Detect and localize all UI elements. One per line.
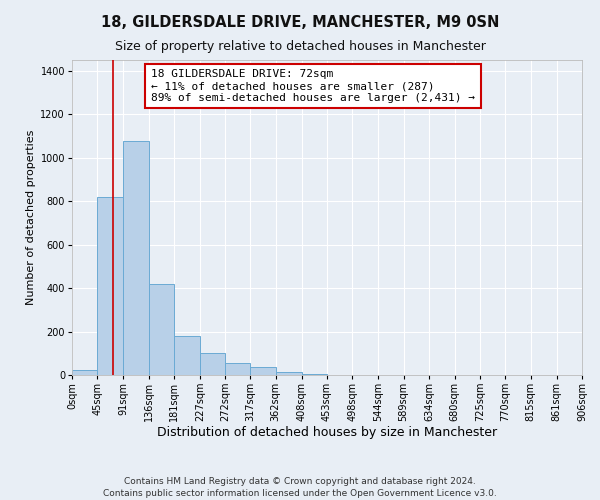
X-axis label: Distribution of detached houses by size in Manchester: Distribution of detached houses by size … (157, 426, 497, 438)
Text: 18 GILDERSDALE DRIVE: 72sqm
← 11% of detached houses are smaller (287)
89% of se: 18 GILDERSDALE DRIVE: 72sqm ← 11% of det… (151, 70, 475, 102)
Bar (225, 362, 250, 375)
Text: Size of property relative to detached houses in Manchester: Size of property relative to detached ho… (115, 40, 485, 53)
Bar (97, 197, 123, 375)
Bar (72, 370, 97, 375)
Y-axis label: Number of detached properties: Number of detached properties (26, 130, 36, 305)
Bar (123, 142, 149, 375)
Bar (200, 354, 225, 375)
Bar (250, 366, 276, 375)
Text: 18, GILDERSDALE DRIVE, MANCHESTER, M9 0SN: 18, GILDERSDALE DRIVE, MANCHESTER, M9 0S… (101, 15, 499, 30)
Bar (276, 372, 302, 375)
Bar (174, 336, 200, 375)
Bar (149, 284, 174, 375)
Bar (302, 374, 327, 375)
Text: Contains HM Land Registry data © Crown copyright and database right 2024.
Contai: Contains HM Land Registry data © Crown c… (103, 476, 497, 498)
